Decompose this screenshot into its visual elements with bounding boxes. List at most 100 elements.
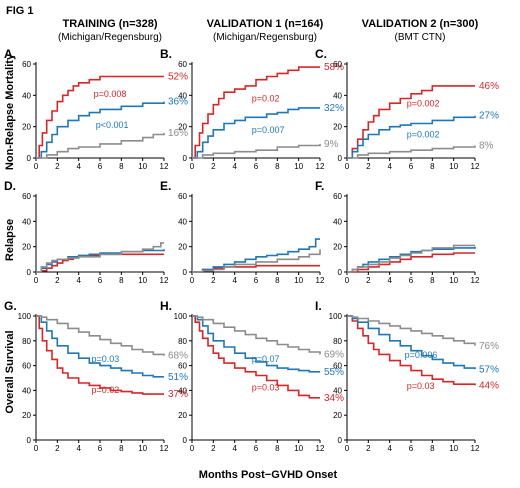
panel-i-x-tick-label-5: 10 bbox=[449, 444, 458, 453]
panel-d-x-tick-label-0: 0 bbox=[34, 276, 39, 285]
panel-c-x-tick-label-6: 12 bbox=[471, 162, 480, 171]
panel-a-p-value-1: p<0.001 bbox=[96, 120, 129, 130]
panel-h-y-tick-label-4: 80 bbox=[178, 337, 187, 346]
panel-h-y-tick-label-3: 60 bbox=[178, 362, 187, 371]
panel-g-end-label-gray: 68% bbox=[168, 351, 188, 362]
panel-c-x-tick-label-3: 6 bbox=[409, 162, 414, 171]
panel-b-y-tick-label-1: 20 bbox=[178, 123, 187, 132]
panel-b-end-label-red: 58% bbox=[324, 62, 344, 73]
panel-b-y-tick-label-3: 60 bbox=[178, 60, 187, 69]
panel-b-x-tick-label-1: 2 bbox=[211, 162, 216, 171]
panel-i-end-label-blue: 57% bbox=[479, 364, 499, 375]
panel-i-p-value-0: p=0.006 bbox=[405, 350, 438, 360]
panel-g-x-tick-label-6: 12 bbox=[160, 444, 169, 453]
panel-c-letter: C. bbox=[315, 47, 327, 61]
panel-e-x-tick-label-2: 4 bbox=[232, 276, 237, 285]
panel-e-y-tick-label-3: 60 bbox=[178, 192, 187, 201]
panel-a-x-tick-label-2: 4 bbox=[76, 162, 81, 171]
panel-g-end-label-red: 37% bbox=[168, 389, 188, 400]
row-label-non-relapse-mortality: Non-Relapse Mortality bbox=[4, 53, 16, 170]
panel-i-y-tick-label-2: 40 bbox=[333, 386, 342, 395]
panel-g-x-tick-label-4: 8 bbox=[119, 444, 124, 453]
column-subtitle-validation-1: (Michigan/Regensburg) bbox=[213, 32, 317, 43]
panel-e-x-tick-label-3: 6 bbox=[254, 276, 259, 285]
panel-f-series-gray bbox=[347, 244, 475, 273]
panel-a-y-tick-label-3: 60 bbox=[22, 60, 31, 69]
panel-g-x-tick-label-5: 10 bbox=[138, 444, 147, 453]
panel-f-letter: F. bbox=[315, 179, 324, 193]
panel-i-x-tick-label-6: 12 bbox=[471, 444, 480, 453]
panel-f-x-tick-label-0: 0 bbox=[345, 276, 350, 285]
panel-a-x-tick-label-1: 2 bbox=[55, 162, 60, 171]
panel-e: E. 0 2 4 6 8 10 12 0 20 40 60 bbox=[160, 179, 325, 285]
x-axis-label: Months Post−GVHD Onset bbox=[199, 469, 338, 481]
panel-a-x-tick-label-5: 10 bbox=[138, 162, 147, 171]
panel-h-series-gray bbox=[192, 315, 321, 355]
panel-i: I. 0 2 4 6 8 10 12 0 20 40 60 80 100 44% 57% 76% p=0.006 p… bbox=[315, 299, 499, 453]
panel-f-x-tick-label-5: 10 bbox=[449, 276, 458, 285]
panel-d-series-gray bbox=[36, 242, 164, 273]
panel-g-p-value-0: p=0.03 bbox=[91, 354, 119, 364]
panel-c-series-gray bbox=[347, 145, 476, 159]
panel-f-y-tick-label-0: 0 bbox=[338, 268, 343, 277]
figure-label: FIG 1 bbox=[6, 5, 34, 17]
panel-i-letter: I. bbox=[315, 299, 322, 313]
column-title-validation-2: VALIDATION 2 (n=300) bbox=[362, 18, 479, 30]
panel-f-y-tick-label-3: 60 bbox=[333, 192, 342, 201]
panel-i-y-tick-label-4: 80 bbox=[333, 337, 342, 346]
panel-b-series-red bbox=[192, 66, 320, 159]
panel-e-letter: E. bbox=[160, 179, 171, 193]
panel-c-series-red bbox=[347, 85, 475, 159]
panel-i-x-tick-label-1: 2 bbox=[366, 444, 371, 453]
panel-b-x-tick-label-2: 4 bbox=[232, 162, 237, 171]
panel-g-y-tick-label-4: 80 bbox=[22, 337, 31, 346]
panel-b-p-value-0: p=0.02 bbox=[252, 94, 280, 104]
column-title-validation-1: VALIDATION 1 (n=164) bbox=[207, 18, 324, 30]
panel-c-y-tick-label-3: 60 bbox=[333, 60, 342, 69]
panel-b-series-blue bbox=[192, 107, 320, 159]
panel-f-x-tick-label-6: 12 bbox=[471, 276, 480, 285]
panel-a-y-tick-label-1: 20 bbox=[22, 123, 31, 132]
panel-e-series-gray bbox=[192, 249, 321, 273]
panel-f-series-red bbox=[347, 252, 475, 273]
column-title-training: TRAINING (n=328) bbox=[62, 18, 157, 30]
panel-a-x-tick-label-6: 12 bbox=[160, 162, 169, 171]
panel-b-letter: B. bbox=[160, 47, 172, 61]
panel-b-end-label-blue: 32% bbox=[324, 103, 344, 114]
panel-f-x-tick-label-2: 4 bbox=[387, 276, 392, 285]
panel-b-x-tick-label-0: 0 bbox=[190, 162, 195, 171]
panel-e-x-tick-label-1: 2 bbox=[211, 276, 216, 285]
panel-i-y-tick-label-5: 100 bbox=[329, 312, 343, 321]
panel-i-p-value-1: p=0.03 bbox=[407, 381, 435, 391]
panel-h-end-label-blue: 55% bbox=[324, 367, 344, 378]
panel-d-x-tick-label-4: 8 bbox=[119, 276, 124, 285]
panel-h-p-value-0: p=0.07 bbox=[252, 354, 280, 364]
panel-d-x-tick-label-2: 4 bbox=[76, 276, 81, 285]
panel-c-end-label-gray: 8% bbox=[479, 140, 494, 151]
panel-c-x-tick-label-1: 2 bbox=[366, 162, 371, 171]
panel-h-end-label-gray: 69% bbox=[324, 349, 344, 360]
row-label-relapse: Relapse bbox=[4, 219, 16, 261]
panel-e-y-tick-label-1: 20 bbox=[178, 243, 187, 252]
panel-c-p-value-1: p=0.002 bbox=[407, 130, 440, 140]
panel-c-p-value-0: p=0.002 bbox=[407, 98, 440, 108]
panel-d-x-tick-label-6: 12 bbox=[160, 276, 169, 285]
panel-e-y-tick-label-0: 0 bbox=[183, 268, 188, 277]
panel-a-end-label-red: 52% bbox=[168, 72, 188, 83]
panel-d-letter: D. bbox=[4, 179, 16, 193]
panel-c-y-tick-label-0: 0 bbox=[338, 154, 343, 163]
panel-i-x-tick-label-4: 8 bbox=[430, 444, 435, 453]
row-label-overall-survival: Overall Survival bbox=[4, 330, 16, 413]
panel-g-x-tick-label-1: 2 bbox=[55, 444, 60, 453]
panel-b-end-label-gray: 9% bbox=[324, 139, 339, 150]
panel-f: F. 0 2 4 6 8 10 12 0 20 40 60 bbox=[315, 179, 480, 285]
panel-c-x-tick-label-2: 4 bbox=[387, 162, 392, 171]
panel-g-letter: G. bbox=[4, 299, 17, 313]
panel-g-x-tick-label-3: 6 bbox=[98, 444, 103, 453]
panel-a-end-label-gray: 16% bbox=[168, 128, 188, 139]
panel-i-x-tick-label-2: 4 bbox=[387, 444, 392, 453]
panel-c-end-label-blue: 27% bbox=[479, 111, 499, 122]
panel-e-y-tick-label-2: 40 bbox=[178, 217, 187, 226]
panel-h-series-red bbox=[192, 315, 320, 399]
